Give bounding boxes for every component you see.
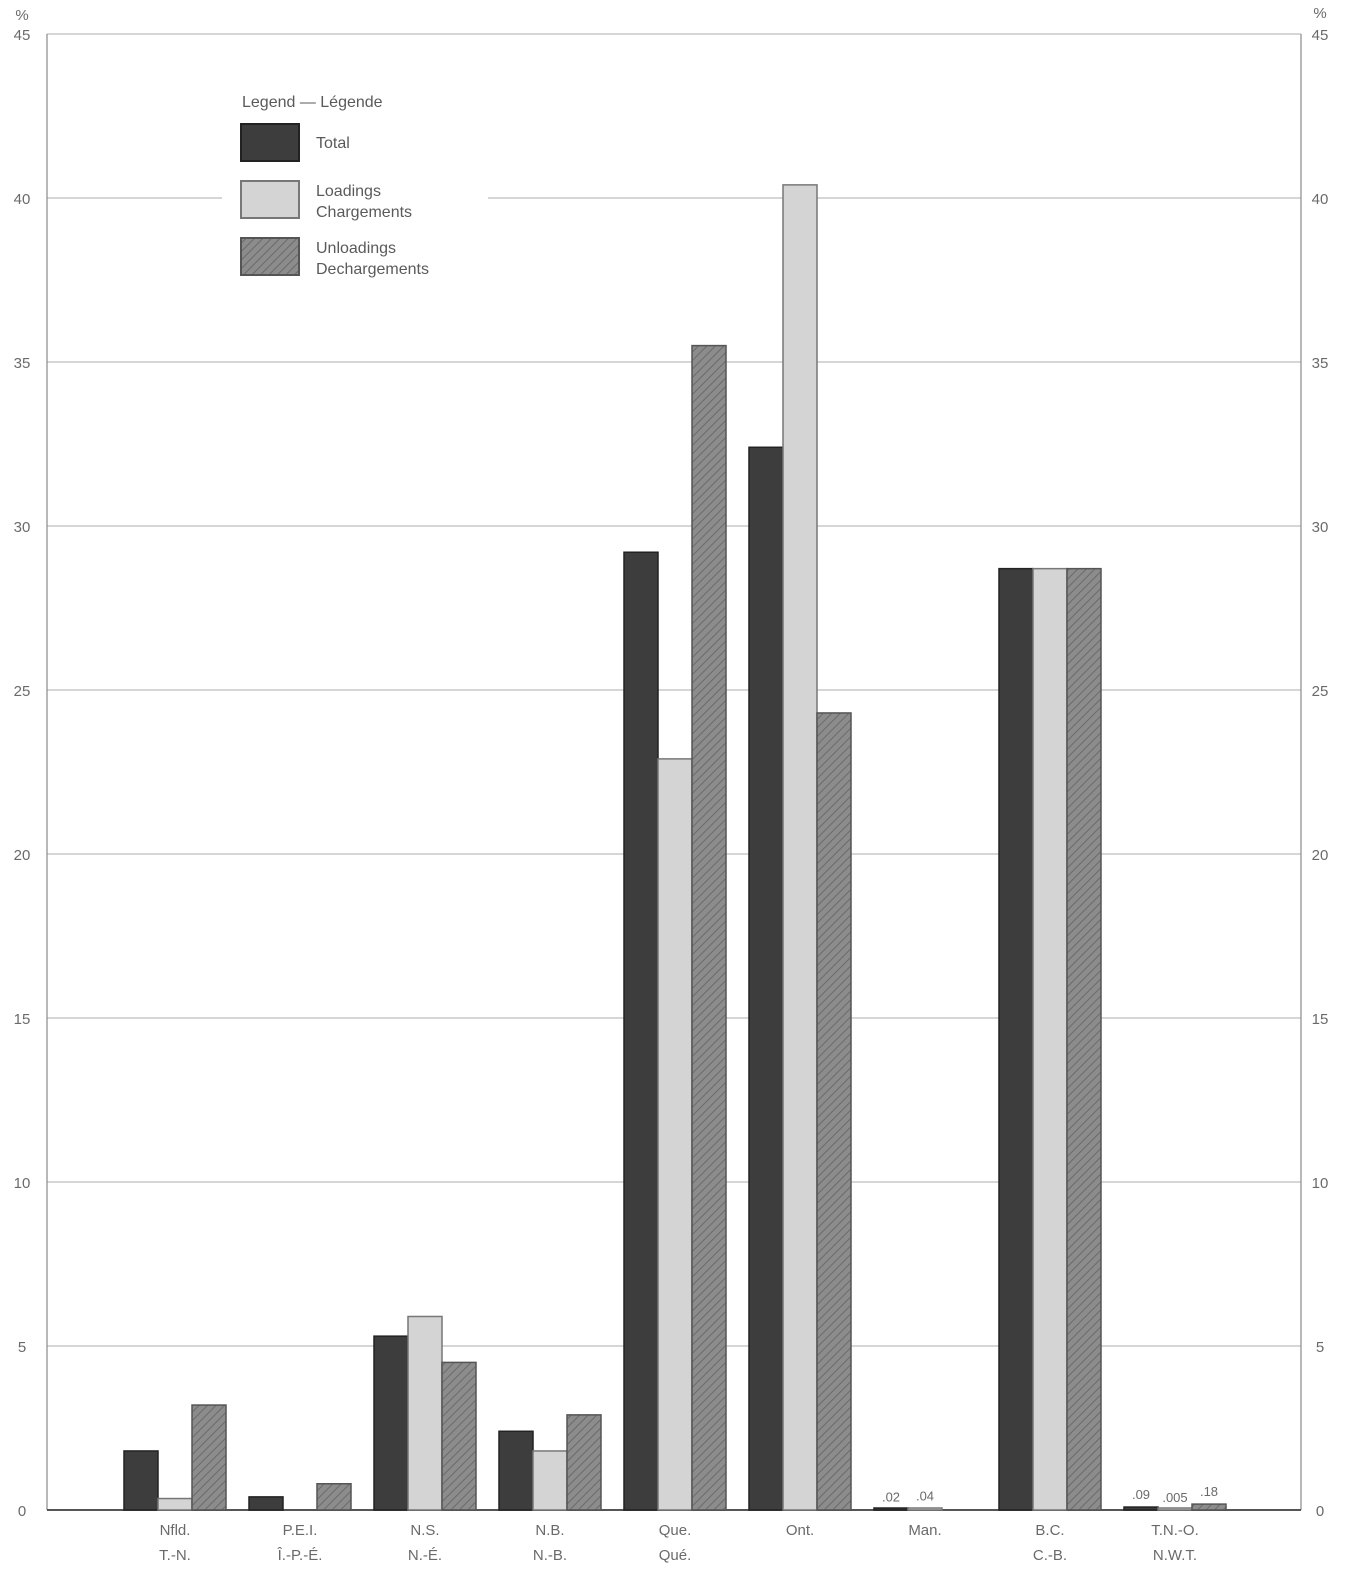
y-tick-right-20: 20 <box>1312 847 1329 864</box>
x-tick-label-7: B.C. <box>1035 1522 1064 1539</box>
bar-7-1 <box>1032 567 1068 1511</box>
legend-label-1: Loadings Chargements <box>316 183 412 221</box>
bar-2-2 <box>441 1361 477 1511</box>
bar-0-0 <box>123 1450 159 1511</box>
bar-5-0 <box>748 446 784 1511</box>
y-tick-left-45: 45 <box>14 27 31 44</box>
data-label-1: .04 <box>916 1489 934 1504</box>
bar-6-0 <box>873 1507 909 1511</box>
x-tick-label-2-3: N.-B. <box>533 1547 567 1564</box>
x-tick-label-5: Ont. <box>786 1522 814 1539</box>
y-tick-left-30: 30 <box>14 519 31 536</box>
bar-2-1 <box>407 1315 443 1511</box>
y-tick-left-15: 15 <box>14 1011 31 1028</box>
bar-2-0 <box>373 1335 409 1511</box>
bar-4-1 <box>657 758 693 1511</box>
y-tick-left-25: 25 <box>14 683 31 700</box>
bar-0-1 <box>157 1497 193 1511</box>
bar-8-0 <box>1123 1506 1159 1511</box>
x-tick-label-2: N.S. <box>410 1522 439 1539</box>
legend: Legend — Légende Total Loadings Chargements… <box>222 82 488 287</box>
legend-title: Legend — Légende <box>242 94 383 111</box>
data-label-3: .005 <box>1162 1490 1187 1505</box>
bar-3-2 <box>566 1414 602 1511</box>
legend-label-2: Unloadings Dechargements <box>316 240 429 278</box>
x-tick-label-2-8: N.W.T. <box>1153 1547 1197 1564</box>
x-tick-label-2-0: T.-N. <box>159 1547 191 1564</box>
y-tick-left-5: 5 <box>18 1339 26 1356</box>
bar-3-1 <box>532 1450 568 1511</box>
bar-8-2 <box>1191 1503 1227 1511</box>
y-tick-right-10: 10 <box>1312 1175 1329 1192</box>
y-unit-left: % <box>15 7 28 24</box>
y-tick-left-40: 40 <box>14 191 31 208</box>
bar-5-2 <box>816 712 852 1511</box>
bar-5-1 <box>782 184 818 1511</box>
bar-4-0 <box>623 551 659 1511</box>
y-tick-right-5: 5 <box>1316 1339 1324 1356</box>
y-tick-right-0: 0 <box>1316 1503 1324 1520</box>
x-tick-label-2-2: N.-É. <box>408 1547 442 1564</box>
x-tick-label-0: Nfld. <box>160 1522 191 1539</box>
x-tick-label-2-7: C.-B. <box>1033 1547 1067 1564</box>
y-unit-right: % <box>1313 5 1326 22</box>
x-tick-label-8: T.N.-O. <box>1151 1522 1199 1539</box>
bar-8-1 <box>1157 1507 1193 1511</box>
x-tick-label-6: Man. <box>908 1522 941 1539</box>
bars <box>123 184 1227 1511</box>
axes: 0 0 5 5 10 10 15 15 20 20 25 25 30 30 35 35 40 40 45 45%% <box>14 5 1329 1520</box>
legend-swatch-2 <box>240 237 300 276</box>
data-label-2: .09 <box>1132 1487 1150 1502</box>
legend-swatch-1 <box>240 180 300 219</box>
labels: Nfld. T.-N. P.E.I. Î.-P.-É. N.S. N.-É. N.B. N.-… <box>159 1484 1218 1564</box>
y-tick-left-20: 20 <box>14 847 31 864</box>
x-tick-label-4: Que. <box>659 1522 692 1539</box>
x-tick-label-2-4: Qué. <box>659 1547 692 1564</box>
bar-1-2 <box>316 1483 352 1511</box>
bar-7-0 <box>998 567 1034 1511</box>
y-tick-right-35: 35 <box>1312 355 1329 372</box>
y-tick-left-0: 0 <box>18 1503 26 1520</box>
bar-1-0 <box>248 1496 284 1511</box>
legend-label-0: Total <box>316 135 350 152</box>
y-tick-right-40: 40 <box>1312 191 1329 208</box>
bar-6-1 <box>907 1507 943 1511</box>
bar-3-0 <box>498 1430 534 1511</box>
y-tick-right-15: 15 <box>1312 1011 1329 1028</box>
x-tick-label-2-1: Î.-P.-É. <box>277 1547 323 1564</box>
data-label-4: .18 <box>1200 1484 1218 1499</box>
x-tick-label-3: N.B. <box>535 1522 564 1539</box>
legend-swatch-0 <box>240 123 300 162</box>
y-tick-right-25: 25 <box>1312 683 1329 700</box>
y-tick-left-10: 10 <box>14 1175 31 1192</box>
x-tick-label-1: P.E.I. <box>283 1522 318 1539</box>
bar-0-2 <box>191 1404 227 1511</box>
bar-4-2 <box>691 344 727 1511</box>
y-tick-right-30: 30 <box>1312 519 1329 536</box>
bar-7-2 <box>1066 567 1102 1511</box>
data-label-0: .02 <box>882 1489 900 1504</box>
y-tick-left-35: 35 <box>14 355 31 372</box>
y-tick-right-45: 45 <box>1312 27 1329 44</box>
